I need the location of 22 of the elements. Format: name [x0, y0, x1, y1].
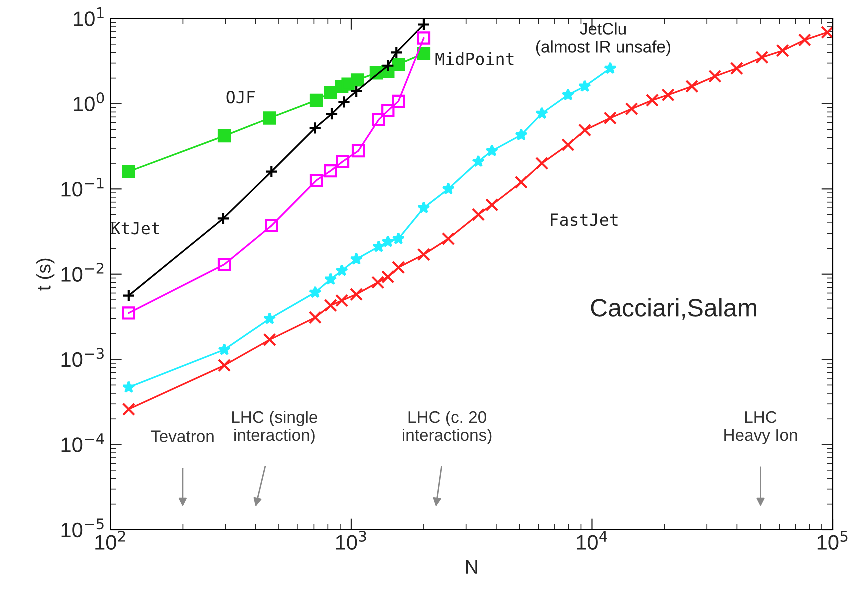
y-tick-label: 10$^{−3}$ [62, 348, 104, 368]
annotation: LHC Heavy Ion [724, 411, 798, 444]
annotation: LHC (c. 20 interactions) [403, 410, 492, 444]
series-label: KtJet [112, 222, 160, 235]
y-tick-label: 10$^{−4}$ [62, 434, 104, 452]
series-label: JetClu (almost IR unsafe) [536, 22, 671, 56]
x-axis-title: N [466, 560, 478, 574]
text: FastJet [551, 214, 618, 226]
series-label: OJF [226, 91, 255, 104]
y-tick-label: 10$^{−1}$ [62, 178, 104, 197]
y-axis-title: t (s) [36, 258, 55, 291]
annotation: LHC (single interaction) [232, 410, 318, 444]
y-tick-label: 10$^{0}$ [74, 92, 104, 112]
y-tick-label: 10$^{−2}$ [62, 262, 104, 282]
x-tick-label: 10$^{5}$ [818, 531, 848, 550]
series-label: MidPoint [436, 52, 514, 66]
x-tick-label: 10$^{3}$ [336, 530, 366, 550]
x-tick-label: 10$^{2}$ [96, 530, 126, 550]
annotation: Tevatron [151, 430, 214, 442]
y-tick-label: 10$^{1}$ [74, 8, 104, 26]
annotation: Cacciari,Salam [591, 298, 756, 320]
x-tick-label: 10$^{4}$ [577, 531, 608, 550]
